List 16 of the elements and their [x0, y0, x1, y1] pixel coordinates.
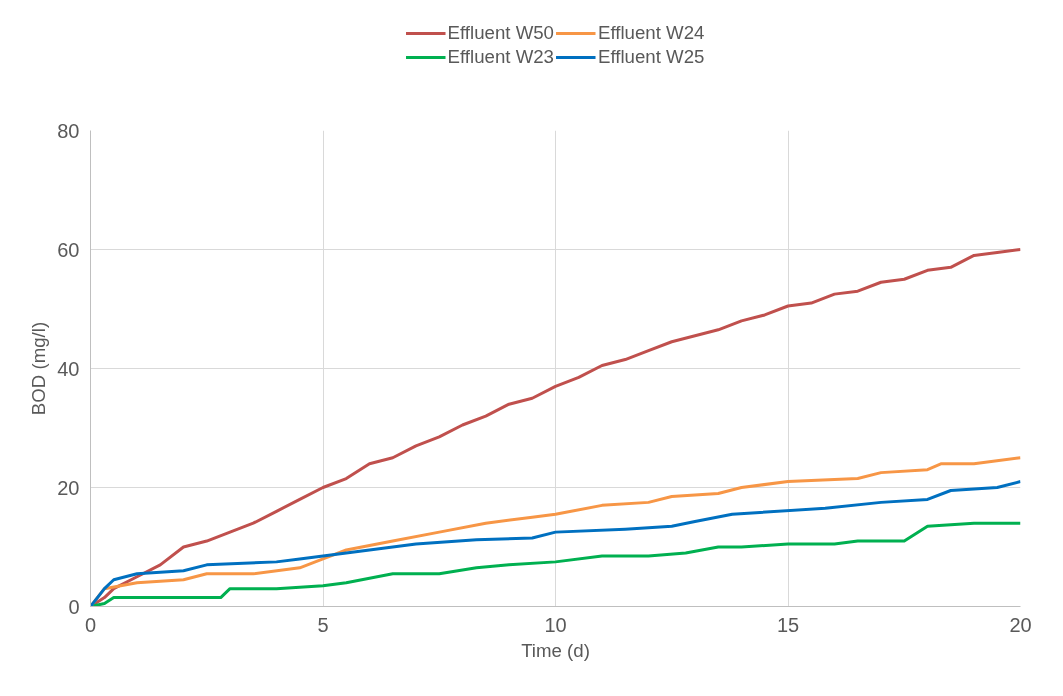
y-tick-label: 20: [57, 476, 80, 499]
legend-label: Effluent W23: [447, 46, 554, 68]
y-tick-label: 80: [57, 119, 80, 142]
x-axis-title: Time (d): [521, 639, 590, 661]
x-tick-label: 20: [1009, 613, 1032, 636]
x-tick-label: 5: [317, 613, 329, 636]
y-tick-label: 40: [57, 357, 80, 380]
x-tick-label: 15: [776, 613, 800, 636]
x-tick-label: 0: [84, 613, 97, 636]
legend-label: Effluent W24: [598, 22, 705, 44]
legend-label: Effluent W25: [598, 46, 705, 68]
y-axis-title: BOD (mg/l): [28, 321, 50, 416]
y-tick-label: 0: [68, 595, 80, 618]
legend-label: Effluent W50: [447, 22, 554, 44]
y-tick-label: 60: [57, 238, 80, 261]
x-tick-label: 10: [544, 613, 567, 636]
